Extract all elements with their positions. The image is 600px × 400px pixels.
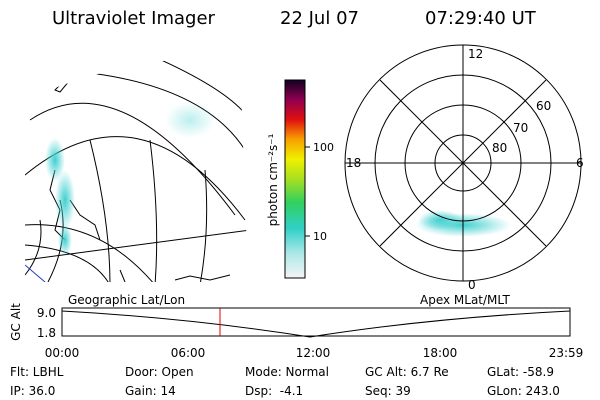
orbit-left-title: Geographic Lat/Lon <box>68 293 185 307</box>
geographic-map <box>25 58 248 282</box>
x-tick-label: 18:00 <box>423 346 458 360</box>
status-field: Gain: 14 <box>125 384 176 398</box>
time: 07:29:40 UT <box>425 8 537 29</box>
x-tick-label: 00:00 <box>45 346 80 360</box>
status-field: Dsp: -4.1 <box>245 384 303 398</box>
y-tick-label: 9.0 <box>37 306 56 320</box>
title: Ultraviolet Imager <box>52 8 216 29</box>
x-tick-label: 06:00 <box>171 346 206 360</box>
orbit-right-title: Apex MLat/MLT <box>420 293 510 307</box>
mlt-label: 12 <box>468 47 483 61</box>
mlt-label: 6 <box>576 156 584 170</box>
mlat-label: 70 <box>513 121 528 135</box>
footer: Flt: LBHL Door: Open Mode: Normal GC Alt: 6… <box>10 365 560 398</box>
date: 22 Jul 07 <box>280 8 359 29</box>
status-field: Flt: LBHL <box>10 365 64 379</box>
y-tick-label: 1.8 <box>37 326 56 340</box>
status-field: GC Alt: 6.7 Re <box>365 365 449 379</box>
orbit-axis-label: GC Alt <box>9 303 23 341</box>
colorbar-tick: 10 <box>313 230 327 243</box>
status-field: Door: Open <box>125 365 194 379</box>
mlat-label: 60 <box>536 99 551 113</box>
status-field: IP: 36.0 <box>10 384 55 398</box>
mlt-label: 0 <box>468 278 476 292</box>
orbit-plot: Geographic Lat/Lon Apex MLat/MLT GC Alt … <box>9 293 583 360</box>
x-tick-label: 12:00 <box>296 346 331 360</box>
status-field: Seq: 39 <box>365 384 411 398</box>
colorbar-tick: 100 <box>313 141 334 154</box>
mlt-label: 18 <box>346 156 361 170</box>
mlat-label: 80 <box>492 141 507 155</box>
status-field: Mode: Normal <box>245 365 329 379</box>
status-field: GLat: -58.9 <box>487 365 554 379</box>
polar-plot: 12 18 6 0 80 70 60 <box>344 44 584 292</box>
header: Ultraviolet Imager 22 Jul 07 07:29:40 UT <box>52 8 537 29</box>
colorbar-label: photon cm⁻²s⁻¹ <box>266 133 280 226</box>
colorbar-scale <box>284 79 306 279</box>
status-field: GLon: 243.0 <box>487 384 560 398</box>
colorbar: 100 10 photon cm⁻²s⁻¹ <box>266 79 334 279</box>
x-tick-label: 23:59 <box>549 346 584 360</box>
